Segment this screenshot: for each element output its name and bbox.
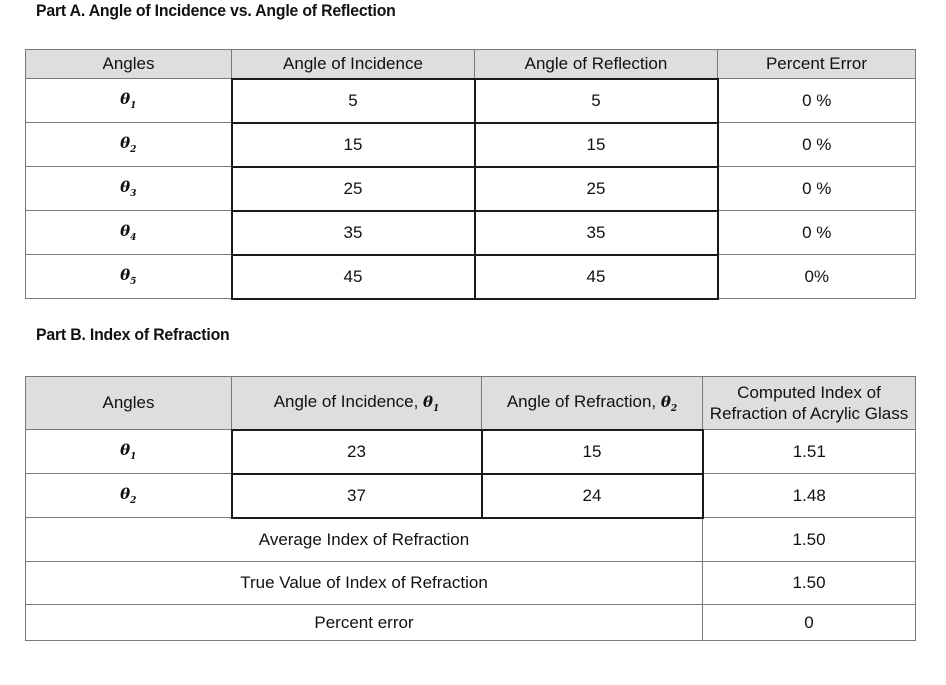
table-row: θ1 23 15 1.51 (25, 428, 916, 475)
table-header-row: Angles Angle of Incidence Angle of Refle… (25, 49, 916, 79)
angle-label: θ2 (25, 473, 232, 518)
table-row: θ5 45 45 0% (25, 253, 916, 300)
table-row: θ3 25 25 0 % (25, 165, 916, 212)
computed-index-cell: 1.51 (702, 429, 916, 474)
incidence-cell: 37 (230, 472, 483, 519)
reflection-cell: 25 (473, 165, 719, 212)
refraction-table: Angles Angle of Incidence, θ1 Angle of R… (25, 376, 916, 641)
reflection-cell: 15 (473, 121, 719, 168)
incidence-cell: 5 (230, 77, 476, 124)
percent-error-cell: 0 % (717, 210, 916, 255)
reflection-cell: 45 (473, 253, 719, 300)
percent-error-cell: 0 % (717, 122, 916, 167)
summary-row: Percent error 0 (25, 604, 916, 641)
table-row: θ4 35 35 0 % (25, 209, 916, 256)
refraction-cell: 15 (480, 428, 704, 475)
header-angles: Angles (25, 376, 232, 430)
header-angle-of-incidence: Angle of Incidence (231, 49, 475, 79)
angle-label: θ1 (25, 429, 232, 474)
incidence-cell: 45 (230, 253, 476, 300)
header-computed-index: Computed Index of Refraction of Acrylic … (702, 376, 916, 430)
header-percent-error: Percent Error (717, 49, 916, 79)
part-a-heading: Part A. Angle of Incidence vs. Angle of … (36, 1, 396, 20)
header-angle-of-refraction: Angle of Refraction, θ2 (481, 376, 703, 430)
angle-label: θ4 (25, 210, 232, 255)
angle-label: θ2 (25, 122, 232, 167)
table-row: θ2 15 15 0 % (25, 121, 916, 168)
table-row: θ1 5 5 0 % (25, 77, 916, 124)
percent-error-cell: 0 % (717, 78, 916, 123)
angle-label: θ5 (25, 254, 232, 299)
percent-error-cell: 0% (717, 254, 916, 299)
incidence-cell: 15 (230, 121, 476, 168)
table-row: θ2 37 24 1.48 (25, 472, 916, 519)
angle-label: θ3 (25, 166, 232, 211)
computed-index-cell: 1.48 (702, 473, 916, 518)
refraction-cell: 24 (480, 472, 704, 519)
reflection-table: Angles Angle of Incidence Angle of Refle… (25, 49, 916, 300)
reflection-cell: 35 (473, 209, 719, 256)
incidence-cell: 25 (230, 165, 476, 212)
true-index-label: True Value of Index of Refraction (25, 561, 703, 605)
average-index-label: Average Index of Refraction (25, 517, 703, 562)
angle-label: θ1 (25, 78, 232, 123)
average-index-value: 1.50 (702, 517, 916, 562)
summary-row: True Value of Index of Refraction 1.50 (25, 561, 916, 605)
percent-error-label: Percent error (25, 604, 703, 641)
header-angle-of-incidence: Angle of Incidence, θ1 (231, 376, 482, 430)
header-angle-of-reflection: Angle of Reflection (474, 49, 718, 79)
header-angles: Angles (25, 49, 232, 79)
incidence-cell: 35 (230, 209, 476, 256)
table-header-row: Angles Angle of Incidence, θ1 Angle of R… (25, 376, 916, 430)
part-b-heading: Part B. Index of Refraction (36, 325, 230, 344)
percent-error-value: 0 (702, 604, 916, 641)
summary-row: Average Index of Refraction 1.50 (25, 517, 916, 562)
true-index-value: 1.50 (702, 561, 916, 605)
incidence-cell: 23 (230, 428, 483, 475)
percent-error-cell: 0 % (717, 166, 916, 211)
reflection-cell: 5 (473, 77, 719, 124)
